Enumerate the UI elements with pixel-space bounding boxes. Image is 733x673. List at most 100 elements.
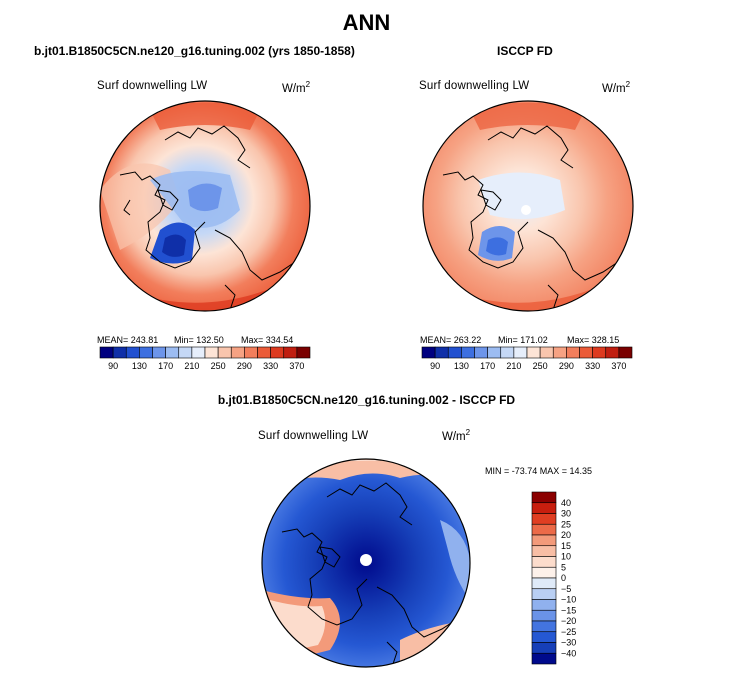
colorbar-2-tick-label: 250 — [533, 361, 548, 371]
panel-3-units-label: W/m2 — [442, 428, 471, 443]
colorbar-2-tick-label: 90 — [430, 361, 440, 371]
colorbar-3-box-12 — [531, 620, 557, 633]
colorbar-2-tick-label: 210 — [506, 361, 521, 371]
colorbar-3-tick-label: −15 — [561, 605, 576, 615]
colorbar-2-box-7 — [513, 346, 528, 359]
colorbar-3-box-6 — [531, 556, 557, 568]
map-diff-border — [261, 458, 471, 668]
map-obs — [423, 101, 633, 311]
colorbar-2-box-2 — [447, 346, 462, 359]
colorbar-1-box-14 — [283, 346, 298, 359]
panel-1-colorbar: 90 130 170 210 250 290 330 370 — [99, 346, 311, 371]
colorbar-1-box-13 — [270, 346, 285, 359]
colorbar-1-box-5 — [165, 346, 180, 359]
colorbar-1-tick-label: 90 — [108, 361, 118, 371]
panel-2-units-label: W/m2 — [602, 80, 631, 95]
colorbar-1-box-1 — [112, 346, 127, 359]
panel-2-title: ISCCP FD — [497, 44, 553, 58]
panel-2-mean-label: MEAN= 263.22 — [420, 335, 482, 345]
colorbar-1-box-9 — [217, 346, 232, 359]
colorbar-2-box-9 — [539, 346, 554, 359]
map-model-coastlines — [119, 125, 306, 311]
colorbar-2-box-0 — [421, 346, 436, 359]
colorbar-3-tick-label: 15 — [561, 541, 571, 551]
colorbar-3-tick-label: −40 — [561, 648, 576, 658]
colorbar-3-box-11 — [531, 609, 557, 622]
colorbar-2-tick-label: 170 — [480, 361, 495, 371]
colorbar-3-box-1 — [531, 502, 557, 514]
colorbar-1-tick-label: 170 — [158, 361, 173, 371]
panel-1-max-label: Max= 334.54 — [241, 335, 294, 345]
map-model-border — [99, 100, 311, 312]
colorbar-1-box-8 — [204, 346, 219, 359]
panel-1-min-label: Min= 132.50 — [174, 335, 224, 345]
colorbar-2-box-11 — [566, 346, 580, 359]
colorbar-2-box-3 — [461, 346, 475, 359]
colorbar-2-box-1 — [434, 346, 449, 359]
colorbar-3-tick-label: 5 — [561, 562, 566, 572]
colorbar-1-tick-label: 370 — [289, 361, 304, 371]
colorbar-2-box-13 — [592, 346, 607, 359]
panel-1-title: b.jt01.B1850C5CN.ne120_g16.tuning.002 (y… — [34, 44, 355, 58]
colorbar-1-tick-label: 290 — [237, 361, 252, 371]
colorbar-3-tick-label: 10 — [561, 552, 571, 562]
colorbar-1-box-15 — [296, 346, 311, 359]
panel-2-colorbar: 90 130 170 210 250 290 330 370 — [421, 346, 633, 371]
panel-2-variable-label: Surf downwelling LW — [419, 80, 530, 92]
map-diff — [262, 459, 470, 667]
colorbar-2-tick-label: 130 — [454, 361, 469, 371]
colorbar-2-box-14 — [605, 346, 620, 359]
colorbar-3-tick-label: 0 — [561, 573, 566, 583]
colorbar-1-box-3 — [139, 346, 153, 359]
panel-1-variable-label: Surf downwelling LW — [97, 80, 208, 92]
panel-2-min-label: Min= 171.02 — [498, 335, 548, 345]
colorbar-2-box-6 — [500, 346, 515, 359]
colorbar-1-box-7 — [191, 346, 206, 359]
colorbar-2-box-5 — [487, 346, 502, 359]
panel-1-units-label: W/m2 — [282, 80, 311, 95]
colorbar-2-box-10 — [552, 346, 567, 359]
colorbar-3-box-3 — [531, 523, 557, 536]
colorbar-1-box-2 — [125, 346, 140, 359]
colorbar-3-tick-label: 30 — [561, 509, 571, 519]
colorbar-1-box-12 — [257, 346, 271, 359]
colorbar-1-tick-label: 130 — [132, 361, 147, 371]
colorbar-1-tick-label: 250 — [211, 361, 226, 371]
main-title: ANN — [342, 10, 391, 35]
map-obs-border — [422, 100, 634, 312]
panel-3-title: b.jt01.B1850C5CN.ne120_g16.tuning.002 - … — [217, 393, 516, 407]
colorbar-3-tick-label: −20 — [561, 616, 576, 626]
panel-2-max-label: Max= 328.15 — [567, 335, 620, 345]
colorbar-2-box-12 — [579, 346, 593, 359]
colorbar-2-tick-label: 330 — [585, 361, 600, 371]
colorbar-3-tick-label: 40 — [561, 498, 571, 508]
colorbar-3-box-2 — [531, 513, 557, 525]
panel-3-variable-label: Surf downwelling LW — [258, 430, 369, 442]
colorbar-3-box-14 — [531, 642, 557, 654]
colorbar-2-tick-label: 370 — [611, 361, 626, 371]
panel-1-mean-label: MEAN= 243.81 — [97, 335, 159, 345]
colorbar-1-box-11 — [244, 346, 258, 359]
colorbar-3-box-13 — [531, 631, 557, 643]
colorbar-3-box-9 — [531, 588, 557, 600]
colorbar-3-box-0 — [531, 491, 557, 504]
colorbar-3-box-10 — [531, 599, 557, 611]
colorbar-2-tick-label: 290 — [559, 361, 574, 371]
colorbar-3-tick-label: −10 — [561, 595, 576, 605]
colorbar-3-tick-label: 25 — [561, 519, 571, 529]
colorbar-3-tick-label: −30 — [561, 638, 576, 648]
colorbar-2-box-8 — [526, 346, 541, 359]
colorbar-1-tick-label: 330 — [263, 361, 278, 371]
colorbar-1-box-6 — [178, 346, 193, 359]
colorbar-2-box-15 — [618, 346, 633, 359]
colorbar-3-box-15 — [531, 652, 557, 665]
colorbar-1-box-0 — [99, 346, 114, 359]
colorbar-1-box-4 — [152, 346, 166, 359]
colorbar-3-box-7 — [531, 566, 557, 579]
colorbar-3-box-8 — [531, 577, 557, 590]
colorbar-3-tick-label: −5 — [561, 584, 571, 594]
colorbar-3-box-5 — [531, 545, 557, 557]
colorbar-3-tick-label: −25 — [561, 627, 576, 637]
